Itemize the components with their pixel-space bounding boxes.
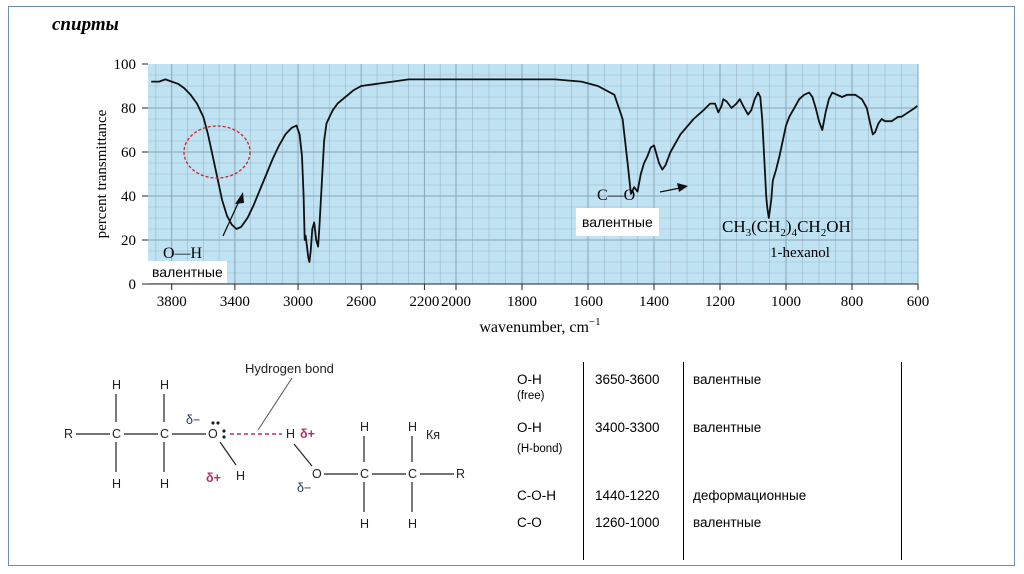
- c1-top-h: H: [112, 378, 121, 392]
- oh-arrow-head: [235, 192, 244, 204]
- c1-atom: C: [112, 427, 121, 441]
- oh-arrow-line: [222, 198, 241, 237]
- bond-h-o2: [293, 443, 313, 467]
- x-tick-label: 600: [907, 294, 930, 310]
- row2-bond: O-H: [517, 420, 542, 435]
- x-axis-label-exponent: −1: [589, 316, 601, 328]
- co-bond-label: C—O: [597, 187, 635, 204]
- hbond-caption-leader: [257, 377, 293, 431]
- c2-top-h: H: [160, 378, 169, 392]
- h-bond-delta-plus: δ+: [300, 427, 315, 441]
- table-divider: [583, 362, 584, 560]
- lone-pair-dot: [216, 421, 220, 425]
- x-tick-label: 3400: [220, 294, 250, 310]
- row1-bond: O-H: [517, 372, 542, 387]
- row1-note: (free): [517, 390, 545, 402]
- row3-bond: C-O-H: [517, 488, 556, 503]
- y-tick-label: 20: [121, 233, 136, 249]
- x-tick-label: 1800: [507, 294, 537, 310]
- bond-o1-h: [219, 441, 237, 466]
- x-tick-label: 1000: [771, 294, 801, 310]
- x-tick-label: 3000: [283, 294, 313, 310]
- c4-atom: C: [408, 467, 417, 481]
- row3-range: 1440-1220: [595, 488, 660, 503]
- axis-ticks: 3800 3400 3000 2600 2200 2000 1800 1600 1400 1200…: [114, 57, 930, 310]
- o2-delta-minus: δ−: [297, 481, 311, 495]
- y-tick-label: 60: [121, 145, 136, 161]
- co-annotation-box: валентные: [576, 208, 659, 236]
- x-tick-label: 3800: [157, 294, 187, 310]
- x-tick-label: 2600: [346, 294, 376, 310]
- x-tick-label: 2000: [441, 294, 471, 310]
- x-axis-label-text: wavenumber, cm: [479, 319, 589, 336]
- row1-type: валентные: [693, 372, 762, 387]
- slide-title: спирты: [52, 14, 119, 35]
- row3-type: деформационные: [693, 488, 807, 503]
- table-divider: [683, 362, 684, 560]
- row2-range: 3400-3300: [595, 420, 660, 435]
- co-arrow-line: [659, 187, 681, 193]
- y-axis-label: percent transmittance: [94, 109, 110, 238]
- c3-bottom-h: H: [360, 517, 369, 531]
- o2-atom: O: [312, 467, 322, 481]
- oh-bond-label: O—H: [163, 245, 203, 262]
- o1-delta-minus: δ−: [186, 413, 200, 427]
- o1-h-atom: H: [236, 469, 245, 483]
- hydrogen-bond-diagram: Hydrogen bond R C C O H H H H δ− H δ+ H …: [64, 361, 465, 531]
- c4-top-h: H: [408, 420, 417, 434]
- x-tick-label: 1600: [573, 294, 603, 310]
- y-tick-label: 0: [129, 277, 137, 293]
- o1-atom: O: [208, 427, 218, 441]
- oh-highlight-ellipse: [183, 125, 251, 179]
- formula-sub-2b: 2: [821, 227, 827, 239]
- ir-band-table: O-H (free) 3650-3600 валентные O-H (H-bo…: [505, 362, 905, 562]
- grid-lines: [148, 64, 919, 284]
- lone-pair-dot: [211, 421, 215, 425]
- row4-range: 1260-1000: [595, 515, 660, 530]
- h-bond-h-atom: H: [286, 427, 295, 441]
- formula-part-e: OH: [826, 217, 851, 236]
- compound-formula: CH3(CH2)4CH2OH: [722, 217, 851, 239]
- y-tick-label: 100: [114, 57, 137, 73]
- c3-top-h: H: [360, 420, 369, 434]
- y-tick-label: 40: [121, 189, 136, 205]
- o1-h-delta-plus: δ+: [206, 471, 221, 485]
- formula-part-d: CH: [797, 217, 821, 236]
- formula-part-a: CH: [722, 217, 746, 236]
- formula-sub-4: 4: [792, 227, 798, 239]
- row2-note: (H-bond): [517, 443, 563, 455]
- co-arrow-head: [677, 183, 688, 192]
- compound-name: 1-hexanol: [770, 245, 830, 261]
- lone-pair-dot: [222, 429, 226, 433]
- formula-sub-3: 3: [746, 227, 752, 239]
- formula-part-b: (CH: [751, 217, 780, 236]
- c2-bottom-h: H: [160, 477, 169, 491]
- spectrum-line: [151, 78, 918, 263]
- row1-range: 3650-3600: [595, 372, 660, 387]
- r-right: R: [456, 467, 465, 481]
- table-divider: [901, 362, 902, 560]
- y-tick-label: 80: [121, 101, 136, 117]
- lone-pair-dot: [222, 435, 226, 439]
- slide-frame: [8, 6, 1015, 566]
- extra-label: Кя: [426, 428, 440, 442]
- c4-bottom-h: H: [408, 517, 417, 531]
- c1-bottom-h: H: [112, 477, 121, 491]
- r-left: R: [64, 427, 73, 441]
- x-tick-label: 1200: [705, 294, 735, 310]
- x-tick-label: 2200: [409, 294, 439, 310]
- row2-type: валентные: [693, 420, 762, 435]
- formula-sub-2: 2: [780, 227, 786, 239]
- row4-bond: C-O: [517, 515, 542, 530]
- x-tick-label: 1400: [639, 294, 669, 310]
- x-tick-label: 800: [841, 294, 864, 310]
- row4-type: валентные: [693, 515, 762, 530]
- formula-part-c: ): [786, 217, 792, 236]
- c3-atom: C: [360, 467, 369, 481]
- oh-annotation-box: валентные: [148, 261, 227, 283]
- x-axis-label: wavenumber, cm−1: [479, 316, 600, 336]
- c2-atom: C: [160, 427, 169, 441]
- hydrogen-bond-caption: Hydrogen bond: [245, 361, 334, 376]
